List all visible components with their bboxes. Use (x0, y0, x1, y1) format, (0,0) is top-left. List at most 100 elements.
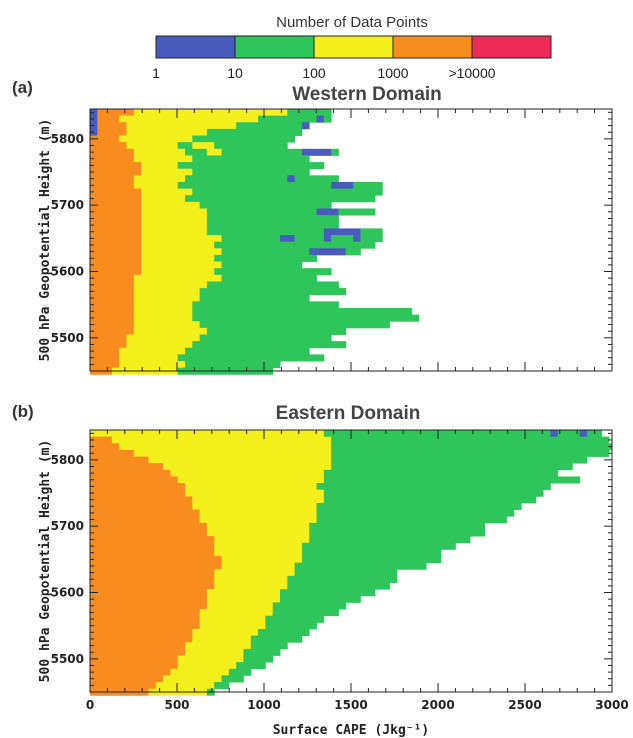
heatmap-cell (177, 188, 186, 196)
heatmap-cell (309, 562, 317, 570)
heatmap-cell (126, 109, 135, 117)
heatmap-cell (448, 449, 456, 457)
heatmap-cell (221, 569, 230, 577)
heatmap-cell (353, 516, 361, 524)
heatmap-cell (148, 142, 157, 150)
heatmap-cell (565, 430, 573, 438)
heatmap-cell (185, 496, 193, 504)
heatmap-cell (258, 155, 266, 163)
heatmap-cell (265, 635, 274, 643)
heatmap-cell (185, 483, 193, 491)
heatmap-cell (243, 248, 252, 256)
heatmap-cell (221, 516, 230, 524)
heatmap-cell (111, 235, 120, 243)
heatmap-cell (170, 195, 179, 203)
heatmap-cell (316, 575, 325, 583)
heatmap-cell (177, 248, 186, 256)
heatmap-cell (258, 321, 266, 329)
heatmap-cell (426, 556, 434, 564)
heatmap-cell (133, 155, 142, 163)
heatmap-cell (192, 148, 201, 156)
heatmap-cell (243, 109, 252, 117)
heatmap-cell (199, 483, 208, 491)
heatmap-cell (228, 556, 237, 564)
heatmap-cell (265, 188, 274, 196)
heatmap-cell (433, 449, 442, 457)
heatmap-cell (236, 509, 244, 517)
heatmap-cell (250, 307, 259, 316)
heatmap-cell (382, 502, 391, 510)
heatmap-cell (206, 549, 215, 557)
heatmap-cell (192, 168, 201, 176)
heatmap-cell (301, 288, 310, 296)
heatmap-cell (367, 575, 376, 583)
heatmap-cell (448, 476, 456, 484)
heatmap-cell (221, 235, 230, 243)
heatmap-cell (477, 509, 486, 517)
heatmap-cell (331, 221, 339, 229)
heatmap-cell (170, 655, 179, 663)
heatmap-cell (382, 536, 391, 544)
heatmap-cell (111, 582, 120, 590)
heatmap-cell (513, 489, 522, 497)
heatmap-cell (206, 361, 215, 369)
heatmap-cell (491, 443, 500, 451)
heatmap-cell (126, 301, 135, 309)
heatmap-cell (126, 542, 135, 550)
heatmap-cell (228, 569, 237, 577)
heatmap-cell (206, 168, 215, 176)
heatmap-cell (221, 675, 230, 683)
heatmap-cell (280, 569, 288, 577)
heatmap-cell (185, 228, 193, 236)
heatmap-cell (301, 502, 310, 510)
heatmap-cell (404, 516, 412, 524)
heatmap-cell (228, 195, 237, 203)
heatmap-cell (250, 327, 259, 335)
heatmap-cell (535, 443, 544, 451)
heatmap-cell (360, 188, 369, 196)
heatmap-cell (243, 662, 252, 670)
heatmap-cell (206, 128, 215, 136)
heatmap-cell (206, 502, 215, 510)
heatmap-cell (199, 463, 208, 471)
heatmap-cell (126, 175, 135, 183)
heatmap-cell (170, 628, 179, 637)
heatmap-cell (258, 662, 266, 670)
heatmap-cell (331, 469, 339, 477)
heatmap-cell (287, 582, 296, 590)
heatmap-cell (97, 301, 106, 309)
heatmap-cell (535, 463, 544, 471)
heatmap-cell (97, 115, 106, 123)
heatmap-cell (185, 288, 193, 296)
heatmap-cell (455, 529, 464, 537)
heatmap-cell (367, 449, 376, 457)
heatmap-cell (462, 456, 471, 464)
heatmap-cell (367, 321, 376, 329)
heatmap-cell (111, 301, 120, 309)
heatmap-cell (97, 436, 106, 444)
heatmap-cell (236, 201, 244, 209)
heatmap-cell (170, 201, 179, 209)
heatmap-cell (119, 122, 127, 130)
heatmap-cell (396, 314, 405, 322)
heatmap-cell (192, 635, 201, 643)
heatmap-cell (316, 509, 325, 517)
heatmap-cell (513, 430, 522, 438)
heatmap-cell (309, 221, 317, 229)
heatmap-cell (148, 449, 157, 457)
heatmap-cell (484, 496, 493, 504)
heatmap-cell (185, 128, 193, 136)
heatmap-cell (280, 261, 288, 269)
heatmap-cell (111, 628, 120, 637)
heatmap-cell (294, 268, 303, 276)
heatmap-cell (214, 549, 222, 557)
heatmap-cell (119, 128, 127, 136)
heatmap-cell (280, 589, 288, 597)
heatmap-cell (316, 241, 325, 249)
heatmap-cell (185, 142, 193, 150)
heatmap-cell (126, 361, 135, 369)
heatmap-cell (177, 354, 186, 362)
heatmap-cell (155, 556, 164, 564)
heatmap-cell (462, 516, 471, 524)
heatmap-cell (126, 254, 135, 262)
